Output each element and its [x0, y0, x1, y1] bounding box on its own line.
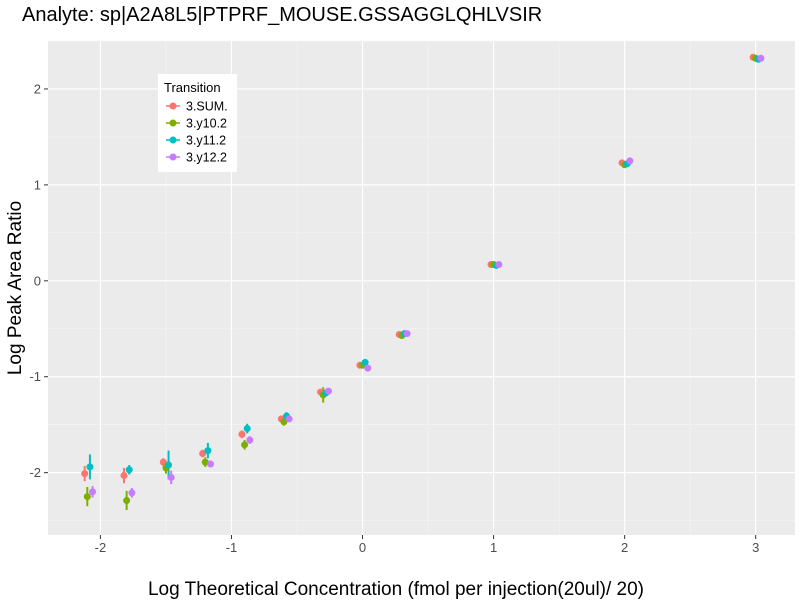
x-tick-label: -1: [226, 540, 238, 555]
data-point: [120, 472, 128, 480]
x-axis-title: Log Theoretical Concentration (fmol per …: [148, 579, 644, 600]
legend-key-point: [169, 119, 177, 127]
data-point: [243, 425, 251, 433]
grid-lines: [48, 40, 795, 535]
data-point: [757, 54, 765, 62]
legend-key-point: [169, 153, 177, 161]
y-tick-label: 0: [34, 273, 41, 288]
data-point: [324, 387, 332, 395]
chart-title: Analyte: sp|A2A8L5|PTPRF_MOUSE.GSSAGGLQH…: [22, 4, 542, 26]
x-tick-label: 0: [359, 540, 366, 555]
data-point: [241, 441, 249, 449]
data-point: [246, 436, 254, 444]
data-point: [495, 260, 503, 268]
y-tick-label: 1: [34, 177, 41, 192]
legend: Transition 3.SUM. 3.y10.2 3.y11.2 3.y12.2: [158, 74, 237, 172]
x-tick-label: 3: [752, 540, 759, 555]
data-point: [128, 489, 136, 497]
y-axis-title: Log Peak Area Ratio: [5, 201, 26, 375]
legend-label: 3.SUM.: [186, 100, 228, 114]
data-point: [204, 447, 212, 455]
data-point: [238, 430, 246, 438]
data-point: [86, 463, 94, 471]
data-point: [280, 418, 288, 426]
x-tick-label: 2: [621, 540, 628, 555]
legend-title: Transition: [164, 80, 221, 95]
data-point: [89, 488, 97, 496]
data-point: [125, 466, 133, 474]
data-layer: [81, 53, 765, 511]
data-point: [285, 415, 293, 423]
data-point: [159, 458, 167, 466]
y-tick-label: 2: [34, 81, 41, 96]
data-point: [626, 157, 634, 165]
data-point: [81, 470, 89, 478]
x-tick-label: -2: [95, 540, 107, 555]
legend-key-point: [169, 136, 177, 144]
legend-label: 3.y11.2: [186, 134, 226, 148]
data-point: [361, 358, 369, 366]
x-tick-label: 1: [490, 540, 497, 555]
data-point: [403, 330, 411, 338]
data-point: [199, 449, 207, 457]
data-point: [167, 473, 175, 481]
legend-items: 3.SUM. 3.y10.2 3.y11.2 3.y12.2: [166, 100, 228, 165]
axis-ticks: -2 -1 0 1 2 3 -2 -1 0 1 2: [29, 81, 759, 555]
data-point: [207, 460, 215, 468]
data-point: [364, 364, 372, 372]
y-tick-label: -2: [29, 465, 41, 480]
data-point: [165, 461, 173, 469]
legend-key-point: [169, 102, 177, 110]
legend-label: 3.y10.2: [186, 117, 227, 131]
y-tick-label: -1: [29, 369, 41, 384]
data-point: [123, 496, 131, 504]
legend-label: 3.y12.2: [186, 151, 227, 165]
data-point: [83, 493, 91, 501]
